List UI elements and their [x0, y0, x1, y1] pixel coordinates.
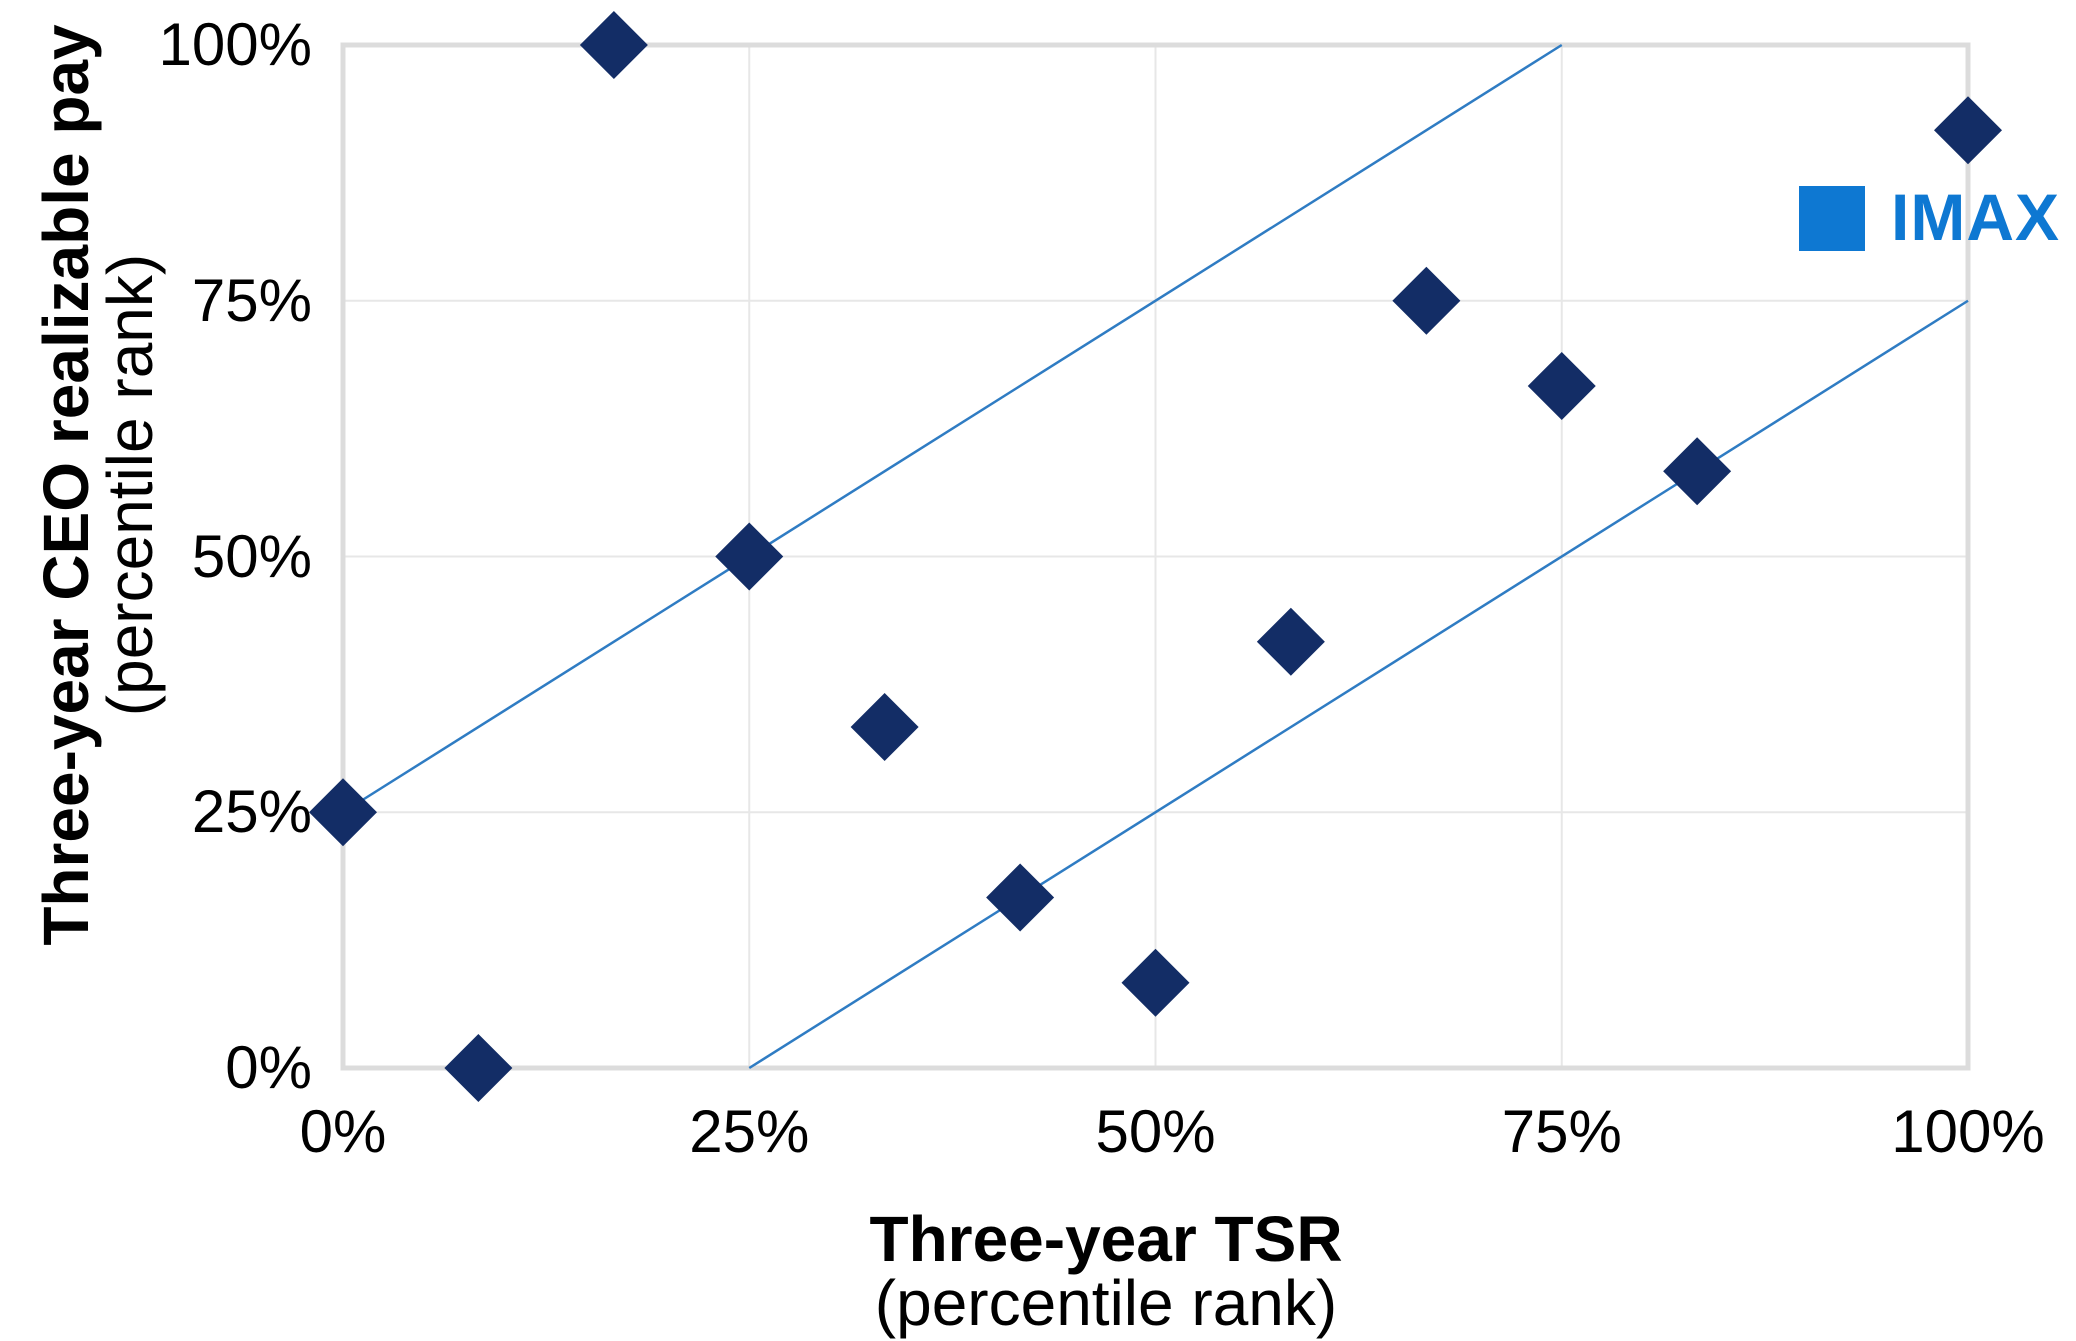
- x-tick-label: 100%: [1891, 1098, 2045, 1165]
- data-point-diamond: [1934, 96, 2002, 165]
- data-point-diamond: [579, 11, 648, 79]
- data-point-diamond: [1663, 437, 1732, 506]
- x-axis-title-main: Three-year TSR: [869, 1203, 1343, 1275]
- legend: IMAX: [1799, 183, 2060, 251]
- x-tick-label: 0%: [299, 1098, 387, 1165]
- data-point-diamond: [1256, 607, 1325, 676]
- y-axis-title-main: Three-year CEO realizable pay: [30, 24, 102, 946]
- data-point-diamond: [850, 693, 919, 762]
- x-tick-label: 75%: [1501, 1098, 1622, 1165]
- x-tick-label: 25%: [689, 1098, 810, 1165]
- y-tick-label: 100%: [158, 11, 312, 78]
- data-point-diamond: [1121, 948, 1190, 1017]
- data-point-diamond: [309, 778, 377, 847]
- data-point-diamond: [715, 522, 784, 591]
- data-point-diamond: [986, 863, 1055, 932]
- legend-label: IMAX: [1891, 180, 2060, 254]
- x-axis-title: Three-year TSR (percentile rank): [556, 1207, 1656, 1335]
- y-axis-title: Three-year CEO realizable pay (percentil…: [30, 0, 166, 1035]
- x-tick-label: 50%: [1095, 1098, 1216, 1165]
- y-tick-label: 25%: [191, 778, 312, 846]
- data-point-diamond: [444, 1034, 513, 1102]
- x-axis-title-sub: (percentile rank): [874, 1267, 1338, 1339]
- y-tick-label: 0%: [225, 1034, 312, 1101]
- legend-swatch-square: [1799, 185, 1865, 251]
- band-line: [342, 43, 1563, 814]
- y-tick-label: 50%: [191, 522, 312, 590]
- data-point-diamond: [1392, 266, 1461, 335]
- plot-border: [340, 42, 1971, 1071]
- y-axis-title-sub: (percentile rank): [94, 253, 166, 717]
- y-tick-label: 75%: [191, 266, 312, 334]
- data-point-diamond: [1527, 351, 1596, 420]
- band-line: [748, 299, 1969, 1070]
